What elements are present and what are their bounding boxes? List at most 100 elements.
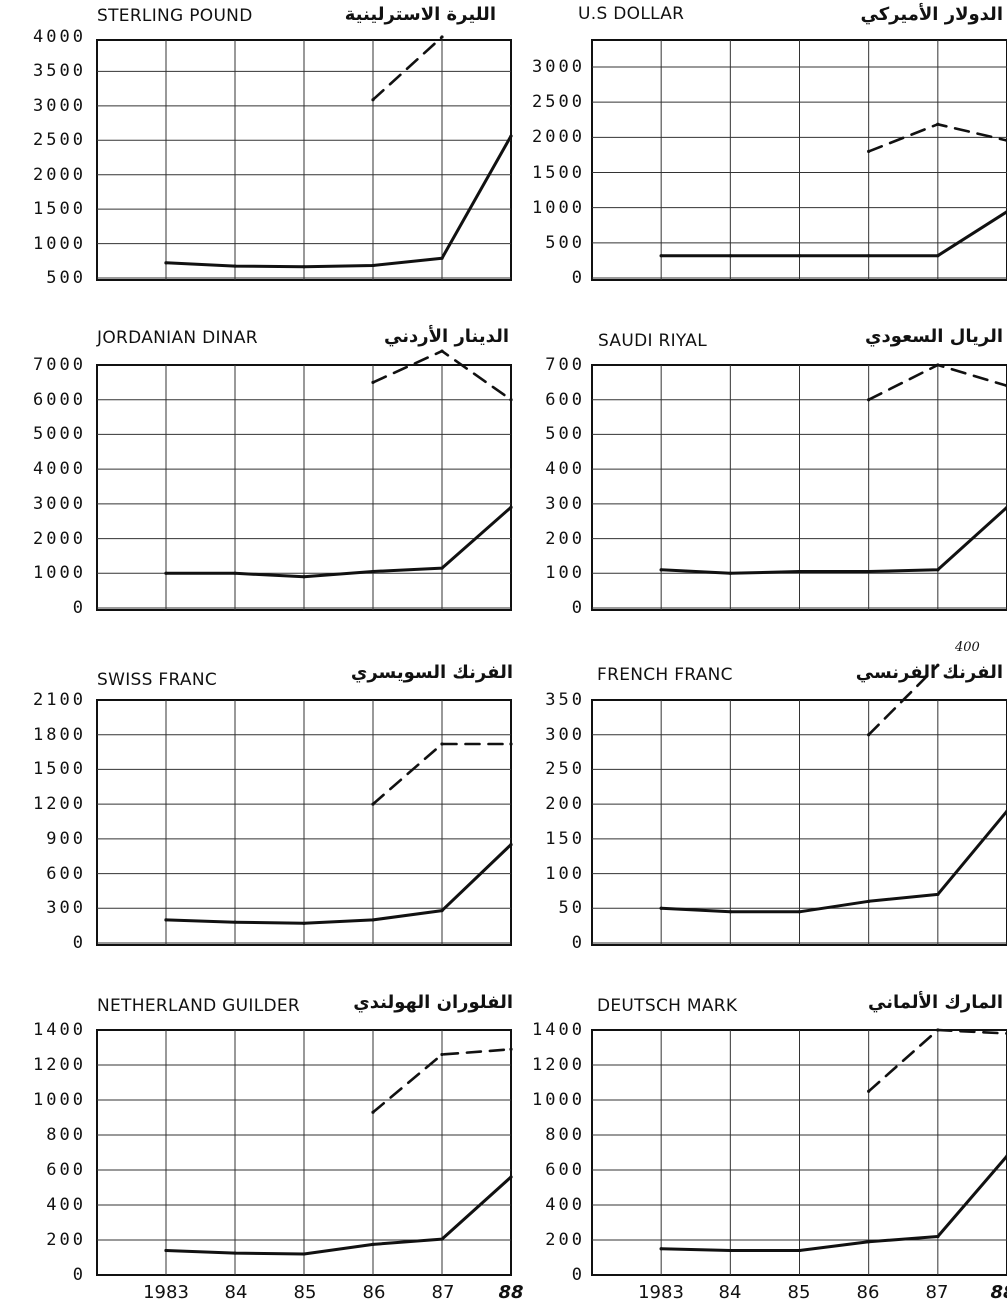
swiss-franc-dashed-data-point: [509, 742, 513, 746]
deutsch-mark-title-arabic: المارك الألماني: [867, 992, 1003, 1013]
sterling-pound-dashed-data-point: [440, 35, 444, 39]
jordanian-dinar-dashed-data-point: [371, 380, 375, 384]
deutsch-mark-solid-data-point: [936, 1234, 940, 1239]
u-s-dollar-title: U.S DOLLAR: [578, 4, 685, 24]
french-franc-y-tick-label: 150: [545, 828, 585, 849]
saudi-riyal-dashed-data-point: [936, 363, 940, 367]
right-x-tick-label: 85: [787, 1282, 811, 1303]
french-franc-solid-data-point: [867, 899, 871, 903]
u-s-dollar-y-tick-label: 3000: [532, 57, 585, 77]
deutsch-mark-dashed-data-point: [936, 1028, 940, 1032]
french-franc-y-tick-label: 0: [571, 933, 585, 953]
saudi-riyal-y-tick-label: 400: [545, 459, 585, 480]
swiss-franc-dashed-data-point: [440, 742, 444, 746]
swiss-franc-y-tick-label: 0: [72, 933, 86, 953]
u-s-dollar-solid-data-point: [728, 254, 732, 258]
french-franc-solid-data-point: [728, 910, 732, 914]
sterling-pound-solid-data-point: [164, 261, 168, 265]
sterling-pound-y-tick-label: 2500: [33, 130, 86, 151]
sterling-pound-title: STERLING POUND: [97, 6, 253, 26]
deutsch-mark-solid-data-point: [659, 1247, 663, 1251]
deutsch-mark-y-tick-label: 600: [545, 1160, 585, 1180]
sterling-pound-solid-data-point: [302, 265, 306, 269]
saudi-riyal-solid-data-point: [936, 568, 940, 572]
jordanian-dinar-y-tick-label: 6000: [33, 389, 86, 410]
french-franc-y-tick-label: 300: [545, 724, 585, 745]
french-franc-title: FRENCH FRANC: [597, 665, 733, 685]
u-s-dollar-dashed-data-point: [936, 122, 940, 126]
swiss-franc-solid-data-point: [440, 909, 444, 913]
u-s-dollar-y-tick-label: 1500: [532, 162, 585, 183]
jordanian-dinar-dashed-data-point: [509, 398, 513, 402]
saudi-riyal-dashed-data-point: [867, 398, 871, 402]
netherland-guilder-dashed-data-point: [509, 1047, 513, 1051]
u-s-dollar-solid-data-point: [936, 254, 940, 258]
swiss-franc-solid-data-point: [371, 918, 375, 922]
saudi-riyal-solid-series-line: [659, 505, 1007, 575]
french-franc-dashed-series-line: [867, 664, 940, 736]
sterling-pound-y-tick-label: 3000: [33, 95, 86, 116]
netherland-guilder-y-tick-label: 0: [72, 1265, 86, 1285]
netherland-guilder-solid-data-point: [164, 1248, 168, 1253]
deutsch-mark-y-tick-label: 1000: [532, 1090, 585, 1110]
jordanian-dinar-dashed-data-point: [440, 349, 444, 353]
netherland-guilder-dashed-series-line: [371, 1048, 513, 1114]
swiss-franc-solid-data-point: [164, 918, 168, 922]
swiss-franc-y-tick-label: 300: [46, 898, 86, 919]
sterling-pound-y-tick-label: 4000: [33, 27, 86, 47]
saudi-riyal-y-tick-label: 700: [545, 355, 585, 375]
jordanian-dinar-solid-data-point: [371, 569, 375, 574]
saudi-riyal-solid-data-point: [797, 569, 802, 574]
jordanian-dinar-title-arabic: الدينار الأردني: [384, 326, 509, 347]
netherland-guilder-solid-data-point: [233, 1251, 237, 1255]
sterling-pound-y-tick-label: 1000: [33, 233, 86, 254]
jordanian-dinar-title: JORDANIAN DINAR: [97, 328, 258, 348]
netherland-guilder-y-tick-label: 1400: [33, 1020, 86, 1040]
saudi-riyal-solid-data-point: [659, 568, 663, 572]
deutsch-mark-title: DEUTSCH MARK: [597, 996, 738, 1016]
sterling-pound-solid-data-point: [509, 134, 513, 138]
french-franc-dashed-data-point: [867, 733, 871, 737]
netherland-guilder-title-arabic: الفلوران الهولندي: [353, 992, 513, 1013]
netherland-guilder-y-tick-label: 800: [46, 1125, 86, 1145]
deutsch-mark-solid-data-point: [728, 1248, 732, 1253]
sterling-pound-y-tick-label: 1500: [33, 199, 86, 220]
swiss-franc-title: SWISS FRANC: [97, 670, 218, 690]
netherland-guilder-y-tick-label: 400: [46, 1195, 86, 1215]
jordanian-dinar-y-tick-label: 2000: [33, 528, 86, 549]
left-x-tick-label: 86: [362, 1282, 386, 1303]
french-franc-solid-data-point: [797, 910, 802, 914]
sterling-pound-title-arabic: الليرة الاسترلينية: [344, 4, 496, 25]
french-franc-y-tick-label: 200: [545, 794, 585, 815]
left-x-tick-label: 84: [224, 1282, 248, 1303]
jordanian-dinar-y-tick-label: 4000: [33, 459, 86, 480]
sterling-pound-solid-data-point: [233, 264, 237, 268]
u-s-dollar-solid-data-point: [659, 254, 663, 258]
deutsch-mark-y-tick-label: 1400: [532, 1020, 585, 1040]
sterling-pound-y-tick-label: 500: [46, 268, 86, 288]
netherland-guilder-title: NETHERLAND GUILDER: [97, 996, 301, 1016]
deutsch-mark-y-tick-label: 1200: [532, 1055, 585, 1075]
jordanian-dinar-y-tick-label: 0: [72, 598, 86, 618]
u-s-dollar-y-tick-label: 1000: [532, 197, 585, 218]
u-s-dollar-solid-data-point: [867, 254, 871, 258]
swiss-franc-solid-data-point: [302, 921, 306, 925]
left-x-tick-label: 85: [293, 1282, 317, 1303]
swiss-franc-y-tick-label: 600: [46, 863, 86, 884]
deutsch-mark-solid-data-point: [867, 1240, 871, 1244]
deutsch-mark-y-tick-label: 0: [571, 1265, 585, 1285]
jordanian-dinar-solid-series-line: [164, 505, 513, 579]
deutsch-mark-y-tick-label: 800: [545, 1125, 585, 1145]
saudi-riyal-y-tick-label: 200: [545, 528, 585, 549]
